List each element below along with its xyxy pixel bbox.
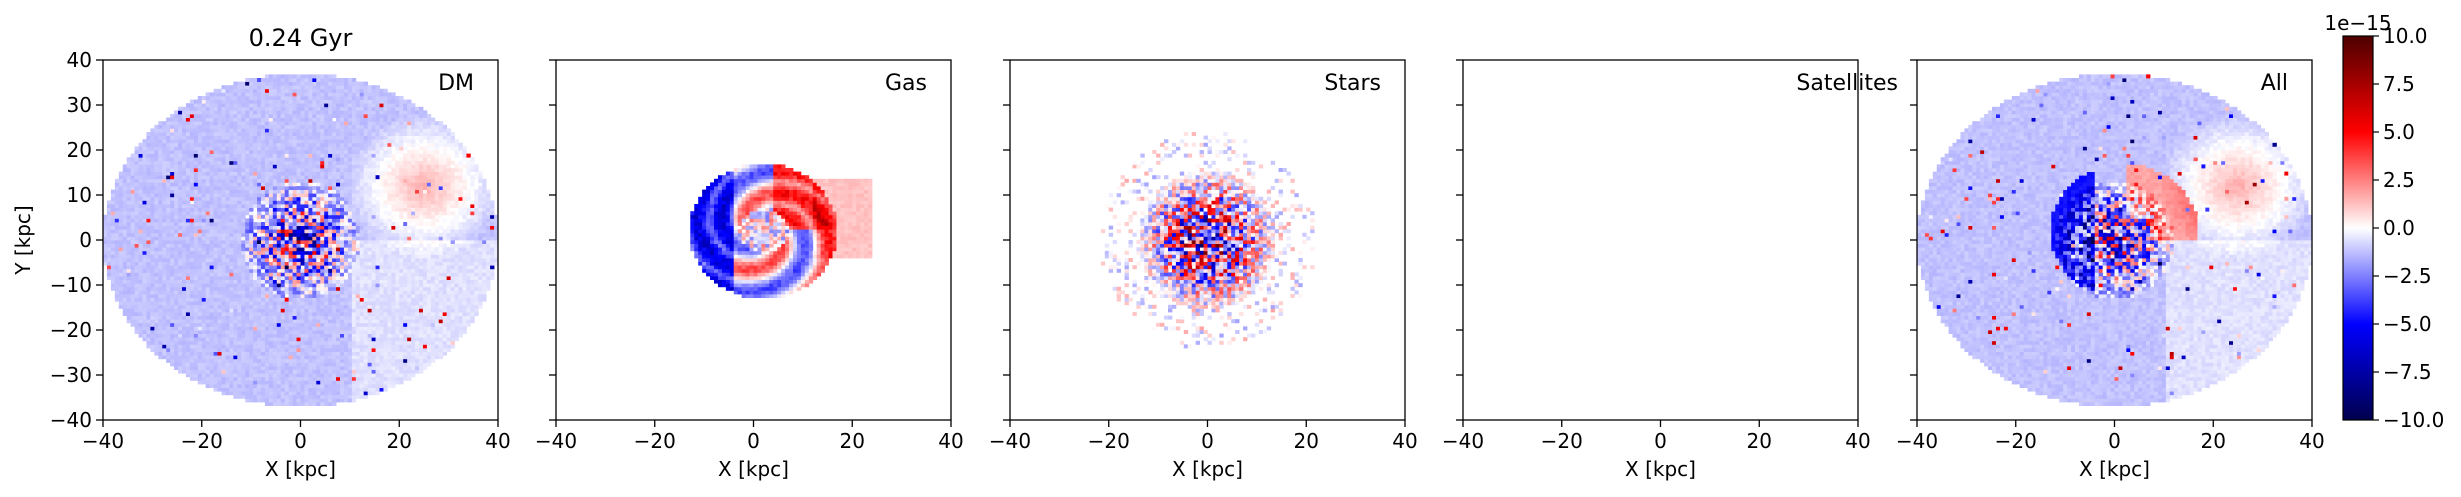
heatmap-all (1917, 74, 2313, 406)
x-tick-label: 40 (485, 429, 510, 453)
x-tick-label: −40 (82, 429, 124, 453)
x-tick-label: 0 (2108, 429, 2121, 453)
x-tick-label: 40 (2299, 429, 2324, 453)
chart-title: 0.24 Gyr (249, 24, 353, 52)
panel-satellites: −40 −20 0 20 40 X [kpc] Satellites (1442, 59, 1898, 481)
y-tick-label: −40 (50, 408, 92, 432)
x-tick-label: 0 (1201, 429, 1214, 453)
panel-stars: −40 −20 0 20 40 X [kpc] Stars (989, 59, 1418, 481)
x-tick-label: 40 (938, 429, 963, 453)
y-tick-label: −30 (50, 363, 92, 387)
x-axis-label: X [kpc] (1625, 457, 1696, 481)
x-axis-label: X [kpc] (1172, 457, 1243, 481)
colorbar-tick-label: −5.0 (2383, 312, 2432, 336)
y-tick-label: 0 (79, 228, 92, 252)
y-tick-label: −10 (50, 273, 92, 297)
x-tick-label: −20 (1088, 429, 1130, 453)
colorbar-tick-label: −2.5 (2383, 264, 2432, 288)
x-tick-label: 0 (294, 429, 307, 453)
heatmap-dm (103, 74, 499, 406)
colorbar-tick-label: 2.5 (2383, 168, 2415, 192)
x-axis-label: X [kpc] (2079, 457, 2150, 481)
x-tick-label: 20 (840, 429, 865, 453)
x-tick-label: −40 (989, 429, 1031, 453)
heatmap-stars (1100, 132, 1315, 349)
panel-gas: −40 −20 0 20 40 X [kpc] Gas (535, 59, 964, 481)
x-tick-label: −20 (1541, 429, 1583, 453)
panel-label: DM (438, 71, 474, 96)
panel-dm: −40 −20 0 20 40 −40 −30 −20 −10 0 10 20 30 40 X [kpc] D… (50, 48, 511, 481)
panel-label: All (2261, 71, 2288, 96)
x-tick-label: −40 (1896, 429, 1938, 453)
panel-all: −40 −20 0 20 40 X [kpc] All (1896, 59, 2325, 481)
x-tick-label: 20 (2201, 429, 2226, 453)
heatmap-gas (690, 164, 873, 298)
colorbar: −10.0 −7.5 −5.0 −2.5 0.0 2.5 5.0 7.5 10.01e−15 (2324, 11, 2444, 432)
axes-frame (1462, 59, 1859, 421)
colorbar-tick-label: 0.0 (2383, 216, 2415, 240)
x-axis-label: X [kpc] (265, 457, 336, 481)
colorbar-tick-label: −10.0 (2383, 408, 2444, 432)
y-axis-label: Y [kpc] (11, 205, 35, 275)
x-tick-label: 0 (747, 429, 760, 453)
y-tick-label: 10 (67, 183, 92, 207)
panel-label: Stars (1324, 71, 1381, 96)
y-tick-label: 40 (67, 48, 92, 72)
colorbar-gradient (2342, 35, 2374, 421)
panel-label: Gas (885, 71, 927, 96)
x-tick-label: −20 (181, 429, 223, 453)
colorbar-tick-label: −7.5 (2383, 360, 2432, 384)
colorbar-tick-label: 10.0 (2383, 24, 2428, 48)
x-tick-label: 20 (1747, 429, 1772, 453)
y-tick-label: −20 (50, 318, 92, 342)
x-tick-label: 0 (1654, 429, 1667, 453)
colorbar-scale-label: 1e−15 (2324, 11, 2391, 35)
x-tick-label: 40 (1845, 429, 1870, 453)
x-tick-label: 40 (1392, 429, 1417, 453)
x-tick-label: 20 (1294, 429, 1319, 453)
x-tick-label: −40 (1442, 429, 1484, 453)
x-tick-label: 20 (387, 429, 412, 453)
x-tick-label: −20 (634, 429, 676, 453)
colorbar-tick-label: 7.5 (2383, 72, 2415, 96)
colorbar-tick-label: 5.0 (2383, 120, 2415, 144)
y-tick-label: 30 (67, 93, 92, 117)
y-tick-label: 20 (67, 138, 92, 162)
x-tick-label: −40 (535, 429, 577, 453)
x-tick-label: −20 (1995, 429, 2037, 453)
panel-label: Satellites (1796, 71, 1898, 96)
x-axis-label: X [kpc] (718, 457, 789, 481)
